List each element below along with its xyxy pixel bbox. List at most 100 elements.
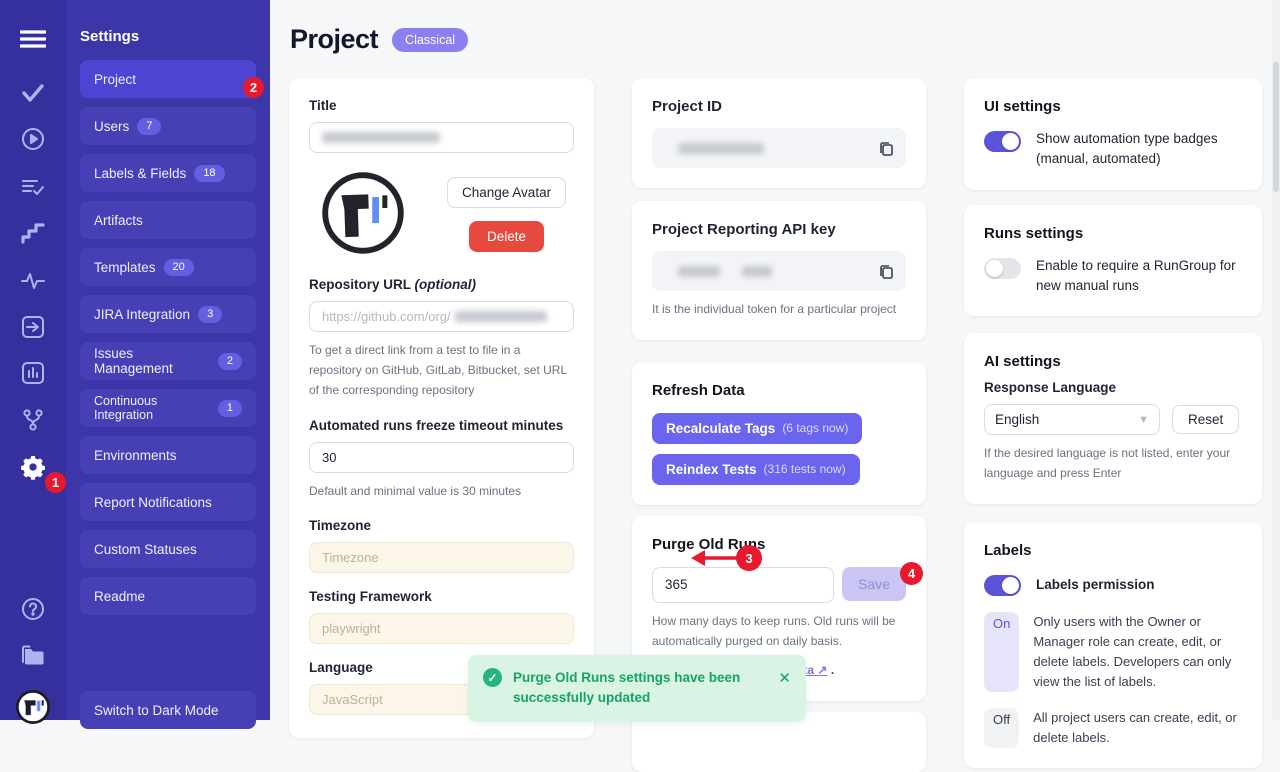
ai-settings-help: If the desired language is not listed, e… [984,446,1231,480]
settings-gear-icon[interactable] [0,450,66,484]
project-type-badge: Classical [392,27,469,52]
delete-avatar-button[interactable]: Delete [469,221,545,252]
annotation-badge-2: 2 [243,77,264,98]
settings-menu-list: Project Users 7 Labels & Fields 18 Artifac… [80,60,256,615]
success-check-icon: ✓ [483,668,502,687]
off-pill: Off [984,708,1020,749]
api-key-card: Project Reporting API key It is the indi… [632,201,926,340]
ui-settings-card: UI settings Show automation type badges … [964,78,1262,190]
project-avatar [321,171,405,255]
project-id-card: Project ID [632,78,926,188]
test-plans-icon[interactable] [0,170,66,204]
settings-heading: Settings [80,28,140,45]
sidebar-item-jira-integration[interactable]: JIRA Integration 3 [80,295,256,333]
title-input[interactable] [309,122,574,153]
chevron-down-icon: ▼ [1138,413,1149,426]
runs-play-icon[interactable] [0,122,66,156]
sidebar-item-project[interactable]: Project [80,60,256,98]
purge-title: Purge Old Runs [652,535,766,553]
main-content: Project Classical Title Change Avatar De… [270,0,1280,772]
projects-folder-icon[interactable] [0,639,66,673]
sidebar-item-environments[interactable]: Environments [80,436,256,474]
ai-settings-card: AI settings Response Language English ▼ … [964,333,1262,504]
freeze-timeout-input[interactable]: 30 [309,442,574,474]
scrollbar-thumb[interactable] [1273,62,1279,192]
sidebar-item-users[interactable]: Users 7 [80,107,256,145]
language-label: Language [309,660,373,676]
labels-permission-toggle[interactable] [984,574,1021,596]
page-header: Project Classical [290,24,469,55]
copy-icon[interactable] [878,140,894,156]
reset-language-button[interactable]: Reset [1172,405,1240,434]
project-id-label: Project ID [652,98,723,115]
repository-url-label: Repository URL (optional) [309,277,477,292]
title-field-label: Title [309,98,337,113]
change-avatar-button[interactable]: Change Avatar [447,177,567,208]
on-pill: On [984,611,1020,693]
annotation-badge-1: 1 [45,472,66,493]
hamburger-menu-icon[interactable] [0,22,66,56]
timezone-label: Timezone [309,518,372,534]
annotation-badge-3: 3 [736,545,762,571]
labels-title: Labels [984,541,1032,559]
testing-framework-input[interactable]: playwright [309,613,574,645]
repository-url-input[interactable]: https://github.com/org/ [309,301,574,332]
automation-badges-label: Show automation type badges (manual, aut… [1036,131,1218,167]
sidebar-item-custom-statuses[interactable]: Custom Statuses [80,530,256,568]
page-title: Project [290,24,379,54]
settings-sidebar: Settings Project Users 7 Labels & Fields 1… [66,0,270,729]
toast-close-icon[interactable]: ✕ [778,670,791,687]
reindex-tests-button[interactable]: Reindex Tests (316 tests now) [652,453,860,485]
api-key-field [652,251,906,291]
sidebar-item-templates[interactable]: Templates 20 [80,248,256,286]
branches-git-icon[interactable] [0,403,66,437]
refresh-data-title: Refresh Data [652,381,745,399]
options-column: UI settings Show automation type badges … [964,78,1262,769]
switch-dark-mode-button[interactable]: Switch to Dark Mode [80,691,256,729]
app-logo-icon[interactable] [0,690,66,724]
labels-card: Labels Labels permission On Only users w… [964,521,1262,769]
avatar-section: Change Avatar Delete [309,171,574,255]
sidebar-item-continuous-integration[interactable]: Continuous Integration 1 [80,389,256,427]
copy-icon[interactable] [878,263,894,279]
freeze-timeout-help: Default and minimal value is 30 minutes [309,484,522,499]
optional-hint: (optional) [414,277,477,292]
redacted-value [454,311,547,322]
api-key-label: Project Reporting API key [652,221,836,238]
ui-settings-title: UI settings [984,98,1061,115]
sidebar-item-artifacts[interactable]: Artifacts [80,201,256,239]
sidebar-item-labels-fields[interactable]: Labels & Fields 18 [80,154,256,192]
pull-requests-icon[interactable] [0,310,66,344]
count-badge: 3 [198,305,223,323]
purge-help: How many days to keep runs. Old runs wil… [652,613,896,648]
timezone-input[interactable]: Timezone [309,542,574,574]
count-badge: 1 [217,399,242,417]
count-badge: 18 [194,164,225,182]
sidebar-item-readme[interactable]: Readme [80,577,256,615]
sidebar-item-issues-management[interactable]: Issues Management 2 [80,342,256,380]
freeze-timeout-label: Automated runs freeze timeout minutes [309,418,564,434]
on-description: Only users with the Owner or Manager rol… [1033,613,1232,690]
scrollbar-track[interactable] [1272,0,1280,720]
tests-check-icon[interactable] [0,76,66,110]
help-icon[interactable] [0,592,66,626]
activity-pulse-icon[interactable] [0,264,66,298]
api-key-help: It is the individual token for a particu… [652,302,897,316]
ai-settings-title: AI settings [984,353,1061,370]
count-badge: 2 [217,352,242,370]
analytics-chart-icon[interactable] [0,356,66,390]
sidebar-item-report-notifications[interactable]: Report Notifications [80,483,256,521]
recalculate-tags-button[interactable]: Recalculate Tags (6 tags now) [652,412,863,444]
annotation-arrow [691,550,738,566]
general-settings-card: Title Change Avatar Delete Repository UR… [289,78,594,738]
automation-badges-toggle[interactable] [984,131,1021,152]
refresh-data-card: Refresh Data Recalculate Tags (6 tags now… [632,361,926,505]
runs-settings-title: Runs settings [984,224,1084,242]
response-language-select[interactable]: English ▼ [984,404,1160,435]
rungroup-toggle[interactable] [984,257,1021,279]
purge-days-input[interactable]: 365 [652,566,835,603]
purge-save-button[interactable]: Save [842,566,906,601]
testing-framework-label: Testing Framework [309,589,432,605]
milestones-steps-icon[interactable] [0,216,66,250]
count-badge: 20 [163,258,194,276]
